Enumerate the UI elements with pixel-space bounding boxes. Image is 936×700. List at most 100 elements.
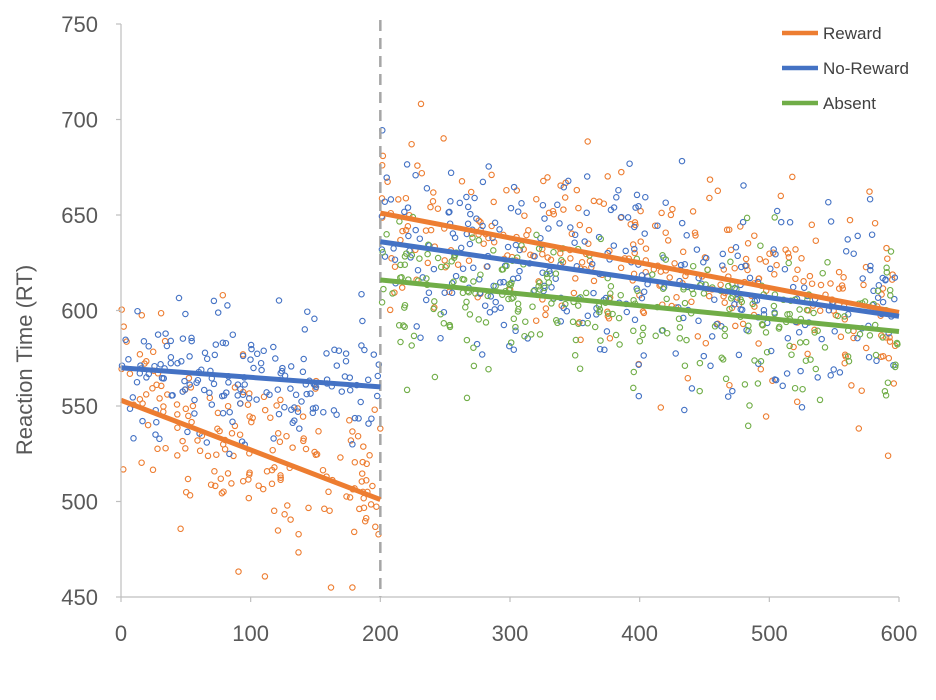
data-point xyxy=(169,392,176,399)
data-point xyxy=(543,270,550,278)
data-point xyxy=(174,452,181,459)
data-point xyxy=(514,208,522,215)
data-point xyxy=(688,298,695,306)
data-point xyxy=(884,255,891,262)
data-point xyxy=(635,361,642,368)
data-point xyxy=(307,390,314,397)
data-point xyxy=(239,352,247,360)
data-point xyxy=(246,469,253,476)
data-point xyxy=(835,285,843,292)
data-point xyxy=(181,377,188,385)
data-point xyxy=(771,214,778,221)
data-point xyxy=(662,199,669,206)
data-point xyxy=(762,413,770,420)
data-point xyxy=(395,196,402,203)
data-point xyxy=(403,161,411,168)
data-point xyxy=(615,314,623,322)
data-point xyxy=(220,488,227,495)
data-point xyxy=(892,361,899,369)
data-point xyxy=(808,280,816,287)
data-point xyxy=(403,386,411,394)
data-point xyxy=(514,300,522,308)
data-point xyxy=(368,415,375,422)
data-point xyxy=(695,317,702,325)
data-point xyxy=(503,186,510,194)
data-point xyxy=(246,390,253,397)
data-point xyxy=(704,266,711,273)
data-point xyxy=(825,198,832,206)
data-point xyxy=(640,352,647,359)
data-point xyxy=(652,332,659,340)
data-point xyxy=(721,332,729,340)
data-point xyxy=(569,318,577,326)
data-point xyxy=(234,381,242,388)
data-point xyxy=(891,363,899,371)
data-point xyxy=(885,354,893,362)
data-point xyxy=(149,466,157,474)
data-point xyxy=(662,256,670,263)
data-point xyxy=(463,336,471,344)
data-point xyxy=(779,382,786,390)
data-point xyxy=(890,380,898,387)
data-point xyxy=(149,348,157,356)
data-point xyxy=(196,447,204,455)
data-point xyxy=(824,259,831,266)
data-point xyxy=(284,502,291,509)
data-point xyxy=(879,298,887,306)
data-point xyxy=(767,347,775,355)
data-point xyxy=(549,207,557,215)
data-point xyxy=(757,242,764,249)
data-point xyxy=(247,356,254,363)
data-point xyxy=(417,100,425,108)
data-point xyxy=(744,422,752,430)
data-point xyxy=(891,274,899,281)
data-point xyxy=(850,250,857,257)
axes: 0 100 200 300 400 500 600 450 500 550 600 650 700 750 xyxy=(61,12,917,646)
data-point xyxy=(431,373,439,381)
data-point xyxy=(194,437,201,444)
data-point xyxy=(597,337,604,344)
data-point xyxy=(732,244,740,251)
data-point xyxy=(333,362,341,369)
data-point xyxy=(692,232,699,239)
data-point xyxy=(185,374,193,382)
data-point xyxy=(676,324,684,331)
data-point xyxy=(595,233,603,241)
data-point xyxy=(706,176,714,183)
data-point xyxy=(236,431,244,438)
data-point xyxy=(226,408,233,416)
data-point xyxy=(802,338,810,346)
data-point xyxy=(539,201,547,209)
data-point xyxy=(600,200,608,207)
data-point xyxy=(470,362,478,370)
data-point xyxy=(224,302,231,309)
data-point xyxy=(562,300,569,308)
data-point xyxy=(369,482,376,490)
data-point xyxy=(866,332,874,339)
data-point xyxy=(245,395,253,402)
data-point xyxy=(772,250,779,258)
data-point xyxy=(678,219,686,227)
data-point xyxy=(480,240,487,247)
data-point xyxy=(427,203,434,211)
data-point xyxy=(447,198,454,205)
data-point xyxy=(327,584,335,591)
data-point xyxy=(865,353,873,361)
data-point xyxy=(473,340,481,348)
data-point xyxy=(185,412,192,420)
data-point xyxy=(126,370,134,377)
data-point xyxy=(294,405,301,412)
data-point xyxy=(740,182,747,189)
data-point xyxy=(533,231,540,239)
data-point xyxy=(812,237,820,244)
data-point xyxy=(358,290,365,298)
data-point xyxy=(755,275,763,282)
data-point xyxy=(425,289,433,296)
data-point xyxy=(510,315,518,323)
data-point xyxy=(550,210,558,218)
data-point xyxy=(792,246,799,253)
data-point xyxy=(153,418,160,426)
data-point xyxy=(807,356,814,363)
data-point xyxy=(841,313,848,320)
data-point xyxy=(841,316,849,323)
